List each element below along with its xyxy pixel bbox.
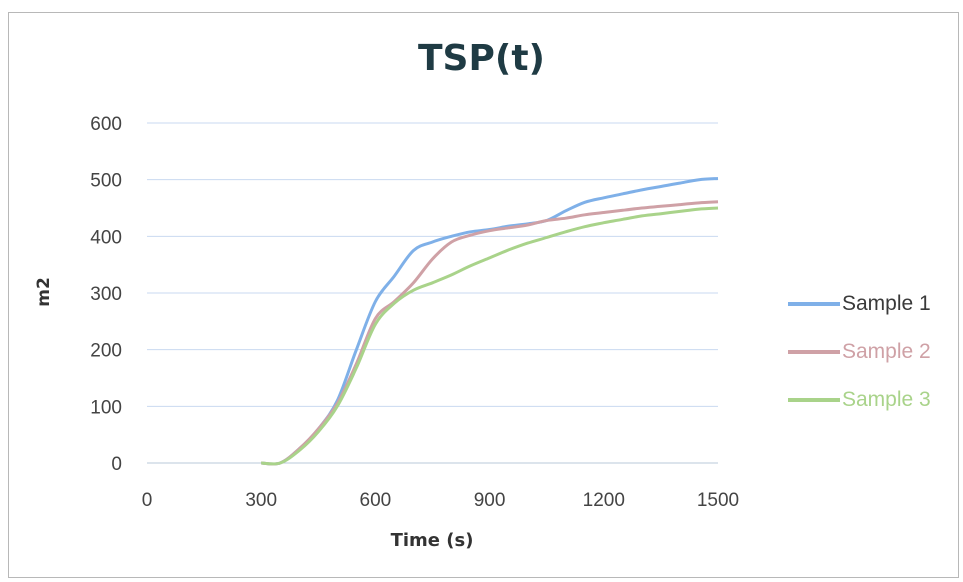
legend: Sample 1 Sample 2 Sample 3 — [788, 280, 931, 424]
legend-label-sample-1: Sample 1 — [842, 292, 931, 315]
x-tick-label: 0 — [142, 490, 153, 511]
legend-label-sample-3: Sample 3 — [842, 388, 931, 411]
y-tick-label: 600 — [90, 114, 122, 135]
x-tick-label: 900 — [474, 490, 506, 511]
legend-item-sample-3: Sample 3 — [788, 376, 931, 424]
chart-title: TSP(t) — [418, 38, 545, 79]
series-line-sample-2 — [261, 200, 719, 466]
y-tick-label: 300 — [90, 284, 122, 305]
x-tick-label: 300 — [245, 490, 277, 511]
y-tick-label: 100 — [90, 397, 122, 418]
y-tick-label: 500 — [90, 171, 122, 192]
x-tick-label: 1200 — [583, 490, 625, 511]
legend-item-sample-2: Sample 2 — [788, 328, 931, 376]
x-tick-label: 600 — [360, 490, 392, 511]
legend-swatch-sample-3 — [788, 398, 840, 402]
y-tick-label: 400 — [90, 227, 122, 248]
legend-swatch-sample-2 — [788, 350, 840, 354]
legend-swatch-sample-1 — [788, 302, 840, 306]
series-line-sample-1 — [261, 177, 719, 466]
x-axis-label: Time (s) — [390, 530, 474, 551]
legend-item-sample-1: Sample 1 — [788, 280, 931, 328]
x-tick-label: 1500 — [697, 490, 739, 511]
legend-label-sample-2: Sample 2 — [842, 340, 931, 363]
chart-frame — [8, 12, 959, 578]
y-tick-label: 200 — [90, 341, 122, 362]
series-line-sample-3 — [261, 206, 719, 466]
y-tick-label: 0 — [111, 454, 122, 475]
